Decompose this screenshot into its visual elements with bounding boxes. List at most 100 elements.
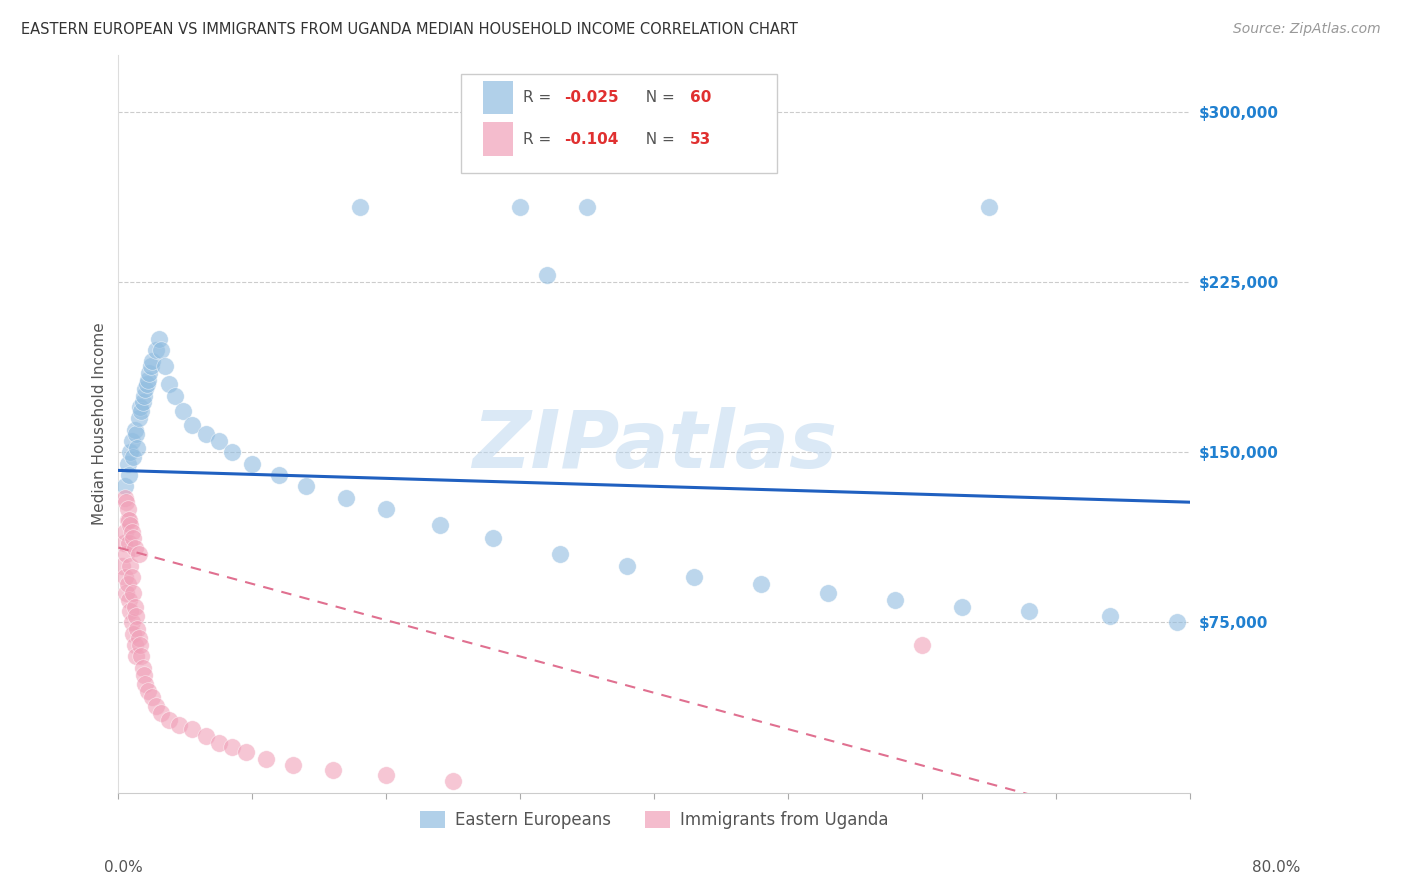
Point (131, 395, 153, 409)
Point (117, 457, 139, 471)
Point (136, 373, 159, 387)
Point (114, 491, 136, 505)
Point (135, 377, 157, 392)
Point (115, 548, 138, 562)
Point (129, 404, 152, 418)
Point (128, 638, 150, 652)
Point (118, 513, 141, 527)
Point (576, 200, 599, 214)
Text: Source: ZipAtlas.com: Source: ZipAtlas.com (1233, 22, 1381, 37)
Point (141, 354, 163, 368)
Point (118, 536, 141, 550)
Point (131, 661, 153, 675)
Point (616, 558, 638, 573)
Point (141, 690, 163, 705)
Point (550, 548, 572, 562)
Point (441, 774, 464, 789)
Point (950, 599, 973, 614)
Point (120, 445, 142, 459)
Point (145, 699, 167, 714)
Point (114, 524, 136, 539)
Text: N =: N = (636, 131, 679, 146)
Point (121, 434, 143, 448)
Point (181, 722, 204, 736)
Point (122, 627, 145, 641)
Point (120, 558, 142, 573)
Point (375, 767, 398, 781)
Point (148, 332, 170, 346)
Text: N =: N = (636, 90, 679, 105)
Point (181, 417, 204, 432)
Point (114, 570, 136, 584)
Point (145, 343, 167, 358)
Point (127, 622, 149, 636)
Point (281, 758, 304, 772)
Point (128, 411, 150, 425)
Point (136, 683, 159, 698)
Point (132, 388, 155, 402)
Point (124, 599, 146, 614)
Point (322, 763, 344, 777)
Point (118, 592, 141, 607)
Point (150, 706, 173, 721)
Point (235, 745, 257, 759)
Point (132, 667, 155, 681)
Point (242, 457, 264, 471)
Text: -0.104: -0.104 (564, 131, 619, 146)
Point (157, 377, 180, 392)
Point (155, 359, 177, 373)
Point (127, 441, 149, 455)
Point (120, 604, 142, 618)
Point (749, 577, 772, 591)
Text: R =: R = (523, 131, 557, 146)
Point (884, 592, 907, 607)
Point (167, 717, 190, 731)
Point (115, 495, 138, 509)
Point (194, 729, 217, 743)
Point (911, 638, 934, 652)
Point (122, 532, 145, 546)
Text: R =: R = (523, 90, 557, 105)
Text: EASTERN EUROPEAN VS IMMIGRANTS FROM UGANDA MEDIAN HOUSEHOLD INCOME CORRELATION C: EASTERN EUROPEAN VS IMMIGRANTS FROM UGAN… (21, 22, 799, 37)
Point (1018, 604, 1040, 618)
Point (111, 558, 134, 573)
Point (115, 586, 138, 600)
Text: 80.0%: 80.0% (1253, 861, 1301, 875)
Point (118, 467, 141, 482)
Legend: Eastern Europeans, Immigrants from Uganda: Eastern Europeans, Immigrants from Ugand… (413, 805, 894, 836)
Point (121, 570, 143, 584)
Point (349, 200, 371, 214)
Point (124, 638, 146, 652)
Point (120, 517, 142, 532)
Point (124, 423, 146, 437)
Text: ZIPatlas: ZIPatlas (471, 407, 837, 485)
Point (134, 677, 156, 691)
Point (375, 502, 398, 516)
Point (122, 450, 145, 464)
Point (269, 467, 291, 482)
Bar (482, 81, 513, 114)
Point (295, 479, 318, 493)
Point (509, 200, 531, 214)
Y-axis label: Median Household Income: Median Household Income (93, 323, 107, 525)
Point (221, 445, 243, 459)
Point (208, 736, 231, 750)
Point (335, 491, 357, 505)
Point (1098, 608, 1121, 623)
Point (112, 536, 135, 550)
Point (128, 400, 150, 414)
Point (536, 268, 558, 283)
Point (482, 532, 505, 546)
Point (121, 524, 143, 539)
Bar (482, 122, 513, 155)
Point (114, 479, 136, 493)
Point (125, 608, 148, 623)
Point (134, 382, 156, 396)
Point (817, 586, 839, 600)
Point (117, 577, 139, 591)
Point (977, 200, 1000, 214)
Point (221, 740, 243, 755)
Point (124, 541, 146, 555)
Point (163, 388, 186, 402)
Point (122, 586, 145, 600)
